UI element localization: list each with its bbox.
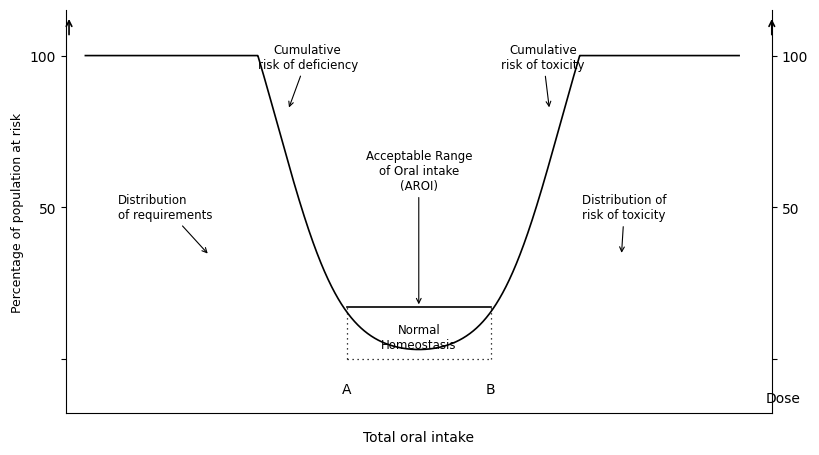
- Text: A: A: [342, 382, 351, 396]
- Text: B: B: [486, 382, 495, 396]
- Y-axis label: Percentage of population at risk: Percentage of population at risk: [11, 112, 24, 312]
- Text: Normal
Homeostasis: Normal Homeostasis: [381, 324, 456, 352]
- Text: Cumulative
risk of toxicity: Cumulative risk of toxicity: [501, 44, 585, 107]
- X-axis label: Total oral intake: Total oral intake: [364, 430, 474, 444]
- Text: Dose: Dose: [766, 391, 801, 405]
- Text: Distribution of
risk of toxicity: Distribution of risk of toxicity: [582, 194, 667, 252]
- Text: Cumulative
risk of deficiency: Cumulative risk of deficiency: [257, 44, 358, 107]
- Text: Distribution
of requirements: Distribution of requirements: [118, 194, 213, 253]
- Text: Acceptable Range
of Oral intake
(AROI): Acceptable Range of Oral intake (AROI): [365, 150, 472, 303]
